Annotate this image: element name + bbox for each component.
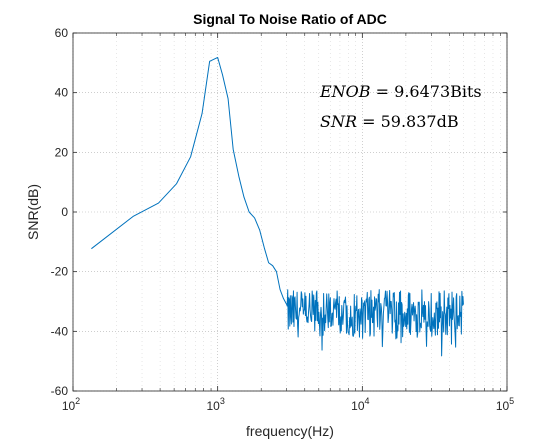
y-tick-label: -40: [51, 324, 69, 338]
series-layer: [91, 56, 464, 357]
y-tick-label: -20: [51, 265, 69, 279]
x-tick-label: 103: [206, 396, 224, 413]
y-axis-label: SNR(dB): [25, 184, 41, 240]
chart-title: Signal To Noise Ratio of ADC: [193, 11, 387, 27]
y-tick-label: -60: [51, 384, 69, 398]
ticks: -60 -40 -20 0 20 40 60 102 103 104 105: [51, 26, 515, 413]
y-tick-label: 0: [61, 205, 68, 219]
snr-series-line: [91, 56, 464, 357]
x-axis-label: frequency(Hz): [246, 423, 334, 439]
enob-annotation: ENOB = 9.6473Bits: [319, 82, 482, 101]
snr-annotation: SNR = 59.837dB: [320, 112, 459, 131]
y-tick-label: 40: [55, 86, 69, 100]
y-tick-label: 20: [55, 145, 69, 159]
annotations: ENOB = 9.6473Bits SNR = 59.837dB: [319, 82, 482, 131]
x-tick-label: 104: [351, 396, 369, 413]
y-tick-label: 60: [55, 26, 69, 40]
x-tick-label: 102: [62, 396, 80, 413]
x-tick-label: 105: [496, 396, 514, 413]
